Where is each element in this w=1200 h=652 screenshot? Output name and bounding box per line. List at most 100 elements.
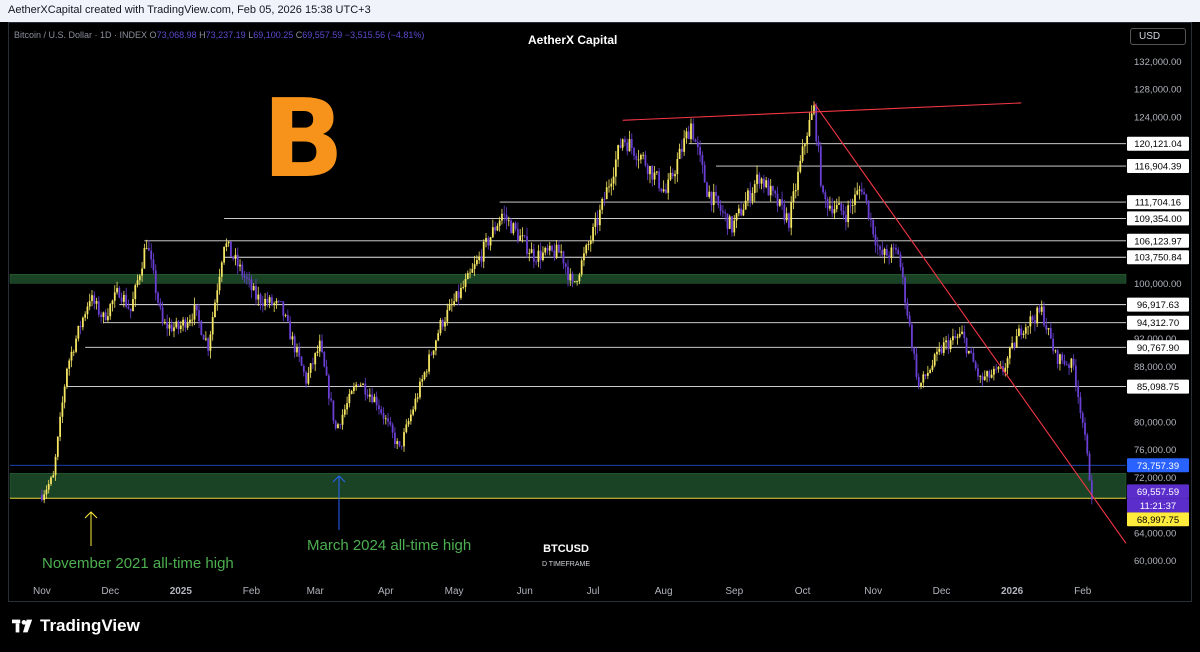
candle-body <box>498 220 501 226</box>
candle-body <box>1024 327 1027 334</box>
candle-body <box>334 420 337 429</box>
candle-body <box>389 421 392 425</box>
candle-body <box>655 171 658 173</box>
candle-body <box>307 372 310 384</box>
candle-body <box>282 301 285 316</box>
level-label: 103,750.84 <box>1134 253 1182 264</box>
candle-body <box>234 254 237 259</box>
candle-body <box>441 319 444 327</box>
candle-body <box>1063 360 1066 365</box>
candle-body <box>592 227 594 241</box>
candle-body <box>252 286 255 291</box>
candle-body <box>1011 342 1014 349</box>
level-label: 69,557.59 <box>1137 487 1179 498</box>
candle-body <box>1072 358 1075 366</box>
candle-body <box>1018 328 1020 337</box>
candle-body <box>1061 354 1064 361</box>
candle-body <box>906 302 909 316</box>
candle-body <box>309 363 312 373</box>
symbol-legend[interactable]: Bitcoin / U.S. Dollar · 1D · INDEX O73,0… <box>14 30 424 40</box>
candle-body <box>255 286 257 300</box>
candle-body <box>407 421 410 425</box>
candle-body <box>954 336 957 338</box>
x-tick-label: Nov <box>33 586 51 597</box>
low-label: L <box>248 30 254 40</box>
trendlines <box>622 102 1127 544</box>
high-value: 73,237.19 <box>205 30 246 40</box>
candle-body <box>166 322 169 329</box>
y-tick-label: 100,000.00 <box>1134 279 1182 290</box>
candle-body <box>772 185 774 191</box>
candle-body <box>1052 338 1055 351</box>
candle-body <box>264 298 266 306</box>
candle-body <box>856 190 859 195</box>
level-label-bg <box>1127 379 1189 394</box>
candle-body <box>70 351 73 361</box>
candle-body <box>437 333 440 341</box>
level-label: 109,354.00 <box>1134 214 1182 225</box>
candle-body <box>1088 453 1091 481</box>
y-tick-label: 72,000.00 <box>1134 473 1176 484</box>
tradingview-logo[interactable]: TradingView <box>12 616 140 636</box>
y-tick-label: 128,000.00 <box>1134 85 1182 96</box>
candle-body <box>439 319 442 334</box>
chart-frame[interactable] <box>8 22 1192 602</box>
candle-body <box>829 205 831 209</box>
candle-body <box>435 340 437 351</box>
candle-body <box>589 240 592 245</box>
candle-body <box>93 295 96 304</box>
header-bar: AetherXCapital created with TradingView.… <box>0 0 1200 22</box>
candle-body <box>587 244 590 245</box>
candle-body <box>425 371 428 373</box>
candle-body <box>847 205 850 223</box>
candle-body <box>1038 307 1041 312</box>
candle-body <box>305 372 307 384</box>
candle-body <box>920 382 922 387</box>
candle-body <box>318 340 321 352</box>
candle-body <box>291 336 294 340</box>
candle-body <box>683 138 686 152</box>
currency-button[interactable]: USD <box>1130 28 1186 45</box>
y-tick-label: 132,000.00 <box>1134 57 1182 68</box>
candle-body <box>799 160 802 172</box>
candle-body <box>348 393 351 404</box>
candle-body <box>883 249 886 255</box>
candle-body <box>353 387 355 392</box>
candle-body <box>790 202 793 228</box>
candle-body <box>68 360 71 369</box>
candle-body <box>635 155 638 160</box>
candle-body <box>630 139 633 148</box>
candle-body <box>892 247 895 249</box>
candle-body <box>79 326 82 328</box>
candle-body <box>152 259 155 271</box>
candle-body <box>765 180 768 188</box>
candle-body <box>988 371 991 378</box>
x-tick-label: Jun <box>517 586 533 597</box>
candle-body <box>838 203 840 205</box>
candle-body <box>840 203 843 211</box>
candle-body <box>129 308 132 312</box>
candle-body <box>890 247 893 259</box>
candle-body <box>1004 367 1007 372</box>
candle-body <box>598 209 601 226</box>
level-label-bg <box>1127 458 1189 473</box>
candle-body <box>990 374 993 378</box>
candle-body <box>225 243 228 247</box>
candle-body <box>555 244 558 258</box>
level-label-bg <box>1127 297 1189 312</box>
candle-body <box>879 246 881 250</box>
candle-body <box>273 303 276 305</box>
candle-body <box>125 294 128 307</box>
candle-body <box>692 123 695 140</box>
candle-body <box>822 185 824 193</box>
y-tick-label: 80,000.00 <box>1134 417 1176 428</box>
candle-body <box>243 275 246 278</box>
candle-body <box>496 225 499 231</box>
low-value: 69,100.25 <box>253 30 294 40</box>
candle-body <box>781 199 783 205</box>
candle-body <box>466 273 469 280</box>
candle-body <box>214 302 216 318</box>
candle-body <box>733 220 736 233</box>
candle-body <box>170 324 173 332</box>
